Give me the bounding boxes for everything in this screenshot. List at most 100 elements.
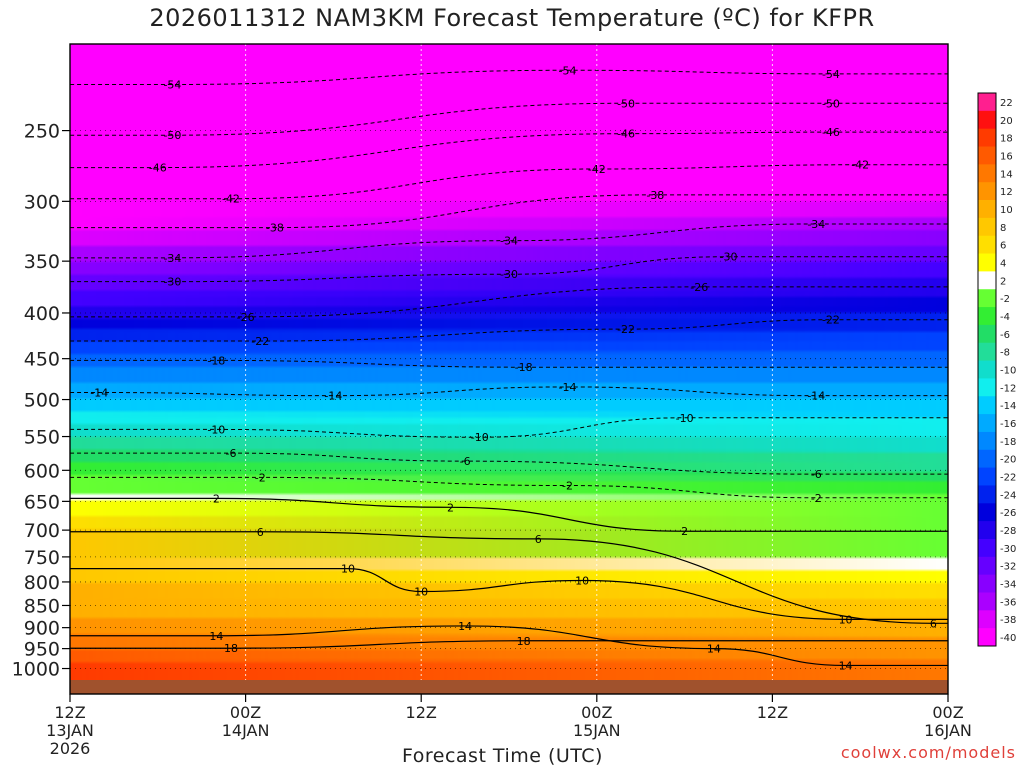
y-tick-label: 600 xyxy=(24,460,60,482)
isotherm-label: -34 xyxy=(807,218,825,231)
colorbar-label: 2 xyxy=(1000,276,1006,287)
plot-frame xyxy=(69,43,949,695)
x-tick-label: 15JAN xyxy=(573,721,621,740)
y-tick-label: 550 xyxy=(24,427,60,449)
isotherm-label: -2 xyxy=(562,480,573,493)
isotherm-label: -42 xyxy=(851,159,869,172)
y-tick-label: 800 xyxy=(24,572,60,594)
colorbar-label: 6 xyxy=(1000,241,1006,252)
colorbar-label: -30 xyxy=(1000,544,1016,555)
colorbar-swatch xyxy=(978,93,996,112)
isotherm-label: -54 xyxy=(559,64,577,77)
colorbar-swatch xyxy=(978,431,996,451)
colorbar-label: -26 xyxy=(1000,508,1016,519)
x-tick-label: 12Z xyxy=(406,703,437,722)
isotherm--22 xyxy=(70,319,948,342)
colorbar-label: 18 xyxy=(1000,134,1013,145)
isotherm-label: 18 xyxy=(517,635,531,648)
y-tick-label: 650 xyxy=(24,491,60,513)
colorbar-swatch xyxy=(978,235,996,254)
y-tick-label: 250 xyxy=(24,121,60,143)
y-tick-label: 900 xyxy=(24,618,60,640)
isotherm-label: -30 xyxy=(720,251,738,264)
colorbar-swatch xyxy=(978,271,996,290)
isotherm-label: -10 xyxy=(207,423,225,436)
y-tick-label: 1000 xyxy=(12,659,60,681)
isotherm-label: -46 xyxy=(149,162,167,175)
colorbar-label: -16 xyxy=(1000,419,1016,430)
colorbar-swatch xyxy=(978,610,996,629)
colorbar-swatch xyxy=(978,556,996,576)
isotherm-label: -50 xyxy=(163,129,181,142)
isotherm-label: 14 xyxy=(458,620,472,633)
isotherm-label: 14 xyxy=(839,659,853,672)
isotherm-label: 2 xyxy=(447,501,454,514)
isotherm-label: -50 xyxy=(617,97,635,110)
isotherm-label: -54 xyxy=(163,78,181,91)
colorbar-label: 16 xyxy=(1000,151,1013,162)
colorbar-label: 14 xyxy=(1000,169,1013,180)
isotherm-2 xyxy=(70,497,948,532)
colorbar-swatch xyxy=(978,628,996,647)
colorbar-label: 20 xyxy=(1000,116,1013,127)
colorbar-label: -36 xyxy=(1000,597,1016,608)
isotherm-label: -14 xyxy=(559,381,577,394)
colorbar-label: -28 xyxy=(1000,526,1016,537)
isotherm-label: -6 xyxy=(811,468,822,481)
isotherm-label: -6 xyxy=(225,447,236,460)
colorbar-swatch xyxy=(978,146,996,165)
x-tick-label: 00Z xyxy=(230,703,261,722)
colorbar-label: 10 xyxy=(1000,205,1013,216)
isotherm-label: -54 xyxy=(822,68,840,81)
colorbar-label: -22 xyxy=(1000,473,1016,484)
isotherm--50 xyxy=(70,102,948,136)
y-tick-label: 950 xyxy=(24,639,60,661)
colorbar-swatch xyxy=(978,414,996,433)
x-tick-label: 13JAN xyxy=(46,721,94,740)
isotherm-label: 10 xyxy=(414,586,428,599)
y-tick-label: 400 xyxy=(24,303,60,325)
colorbar-swatch xyxy=(978,574,996,593)
colorbar-label: -2 xyxy=(1000,294,1010,305)
colorbar-swatch xyxy=(978,253,996,272)
colorbar-swatch xyxy=(978,503,996,522)
isotherm-label: -2 xyxy=(811,492,822,505)
isotherm-label: -38 xyxy=(646,189,664,202)
credit-text: coolwx.com/models xyxy=(840,743,1016,762)
pressure-axis: 2503003504004505005506006507007508008509… xyxy=(12,121,70,681)
isotherm-label: -42 xyxy=(588,163,606,176)
colorbar-swatch xyxy=(978,449,996,469)
isotherm-label: 6 xyxy=(257,526,264,539)
x-tick-label: 12Z xyxy=(54,703,85,722)
isotherm-label: -18 xyxy=(207,354,225,367)
colorbar-label: -10 xyxy=(1000,366,1016,377)
colorbar-swatch xyxy=(978,128,996,147)
chart-title: 2026011312 NAM3KM Forecast Temperature (… xyxy=(149,4,875,32)
colorbar-swatch xyxy=(978,217,996,237)
isotherm-10 xyxy=(70,568,948,620)
isotherm-6 xyxy=(70,531,948,624)
colorbar-label: -38 xyxy=(1000,615,1016,626)
isotherm--2 xyxy=(70,476,948,499)
isotherm--14 xyxy=(70,386,948,397)
y-tick-label: 750 xyxy=(24,547,60,569)
isotherm-label: -22 xyxy=(822,314,840,327)
x-axis-label: Forecast Time (UTC) xyxy=(402,745,603,767)
colorbar-swatch xyxy=(978,324,996,344)
colorbar-swatch xyxy=(978,164,996,183)
colorbar-label: -34 xyxy=(1000,580,1016,591)
colorbar-swatch xyxy=(978,289,996,308)
isotherm-label: -2 xyxy=(255,471,266,484)
colorbar-swatch xyxy=(978,396,996,415)
isotherm-label: 10 xyxy=(341,563,355,576)
x-tick-label: 14JAN xyxy=(222,721,270,740)
colorbar-label: -20 xyxy=(1000,455,1016,466)
colorbar-label: -40 xyxy=(1000,633,1016,644)
colorbar-swatch xyxy=(978,538,996,558)
isotherm--6 xyxy=(70,452,948,475)
colorbar-label: -24 xyxy=(1000,490,1016,501)
isotherm-lines xyxy=(70,69,948,667)
isotherm-label: -26 xyxy=(237,311,255,324)
x-tick-label: 2026 xyxy=(50,739,91,758)
